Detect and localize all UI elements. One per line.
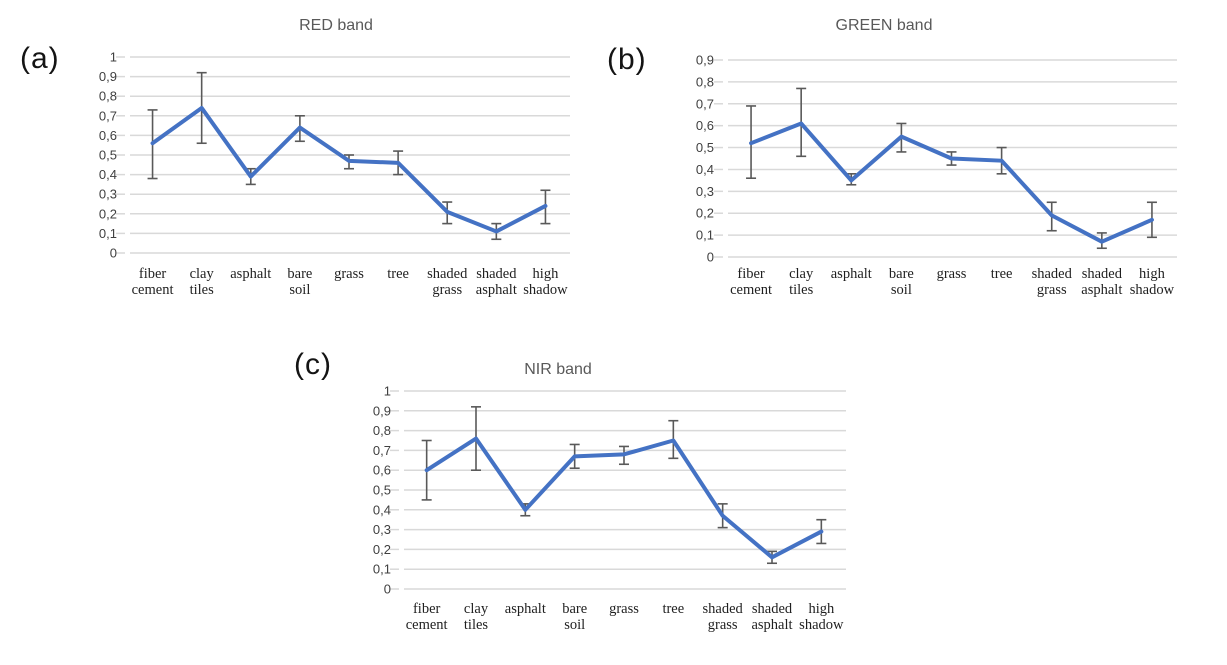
category-label: fiber	[413, 601, 441, 617]
category-label: soil	[564, 617, 585, 633]
y-tick-label: 0,9	[696, 53, 714, 68]
category-label: clay	[789, 266, 814, 282]
chart-title-nir-band: NIR band	[524, 361, 592, 378]
category-label: shaded	[476, 266, 517, 282]
category-label: grass	[609, 601, 639, 617]
y-tick-label: 0,4	[696, 162, 714, 177]
category-label: shadow	[523, 282, 568, 298]
category-label: cement	[406, 617, 448, 633]
category-label: cement	[730, 282, 772, 298]
category-label: grass	[334, 266, 364, 282]
y-tick-label: 0,1	[373, 562, 391, 577]
y-tick-label: 0	[110, 246, 117, 261]
category-label: clay	[464, 601, 489, 617]
y-tick-label: 0,8	[696, 74, 714, 89]
y-tick-label: 0,1	[99, 226, 117, 241]
y-tick-label: 0,1	[696, 228, 714, 243]
y-tick-label: 0,9	[373, 403, 391, 418]
panel-label-c: (c)	[294, 348, 332, 381]
y-tick-label: 1	[384, 384, 391, 399]
category-label: tiles	[464, 617, 489, 633]
category-label: high	[808, 601, 835, 617]
y-tick-label: 1	[110, 50, 117, 65]
y-tick-label: 0,7	[99, 108, 117, 123]
category-label: shaded	[1082, 266, 1123, 282]
y-tick-label: 0,2	[373, 542, 391, 557]
category-label: grass	[708, 617, 738, 633]
data-line	[150, 105, 548, 234]
chart-red-band: 1 0,9 0,8 0,7 0,6 0,5 0,4 0,3 0,2 0,1 0 fibercement…	[99, 50, 570, 298]
y-tick-label: 0,5	[99, 148, 117, 163]
y-tick-label: 0,2	[696, 206, 714, 221]
y-tick-label: 0,6	[373, 463, 391, 478]
category-label: grass	[1037, 282, 1067, 298]
category-label: grass	[432, 282, 462, 298]
category-label: shaded	[752, 601, 793, 617]
category-label: bare	[562, 601, 587, 617]
y-tick-label: 0,4	[99, 167, 117, 182]
category-label: asphalt	[476, 282, 517, 298]
y-tick-label: 0	[707, 250, 714, 265]
category-label: asphalt	[505, 601, 546, 617]
category-label: tiles	[789, 282, 814, 298]
category-label: shaded	[1032, 266, 1073, 282]
y-tick-label: 0,8	[99, 89, 117, 104]
category-label: soil	[289, 282, 310, 298]
y-tick-label: 0,5	[696, 140, 714, 155]
y-tick-label: 0,4	[373, 502, 391, 517]
data-line	[424, 436, 824, 560]
y-tick-label: 0,3	[696, 184, 714, 199]
category-label: asphalt	[751, 617, 792, 633]
category-label: bare	[287, 266, 312, 282]
y-tick-label: 0,7	[373, 443, 391, 458]
y-tick-label: 0,3	[373, 522, 391, 537]
category-label: asphalt	[831, 266, 872, 282]
category-label: grass	[937, 266, 967, 282]
y-tick-label: 0,6	[99, 128, 117, 143]
category-label: fiber	[737, 266, 765, 282]
category-label: cement	[132, 282, 174, 298]
category-label: asphalt	[1081, 282, 1122, 298]
y-tick-label: 0,9	[99, 69, 117, 84]
category-label: high	[1139, 266, 1166, 282]
y-tick-label: 0,3	[99, 187, 117, 202]
category-label: shadow	[1130, 282, 1175, 298]
category-label: shaded	[703, 601, 744, 617]
data-line	[749, 121, 1154, 244]
category-label: tree	[991, 266, 1013, 282]
y-tick-label: 0,2	[99, 206, 117, 221]
category-label: asphalt	[230, 266, 271, 282]
y-tick-label: 0,7	[696, 96, 714, 111]
category-label: soil	[891, 282, 912, 298]
panel-label-b: (b)	[607, 43, 647, 76]
category-label: tiles	[190, 282, 215, 298]
category-label: tree	[662, 601, 684, 617]
category-label: tree	[387, 266, 409, 282]
y-tick-label: 0,6	[696, 118, 714, 133]
category-label: high	[533, 266, 560, 282]
category-label: clay	[190, 266, 215, 282]
category-label: fiber	[139, 266, 167, 282]
panel-label-a: (a)	[20, 42, 60, 75]
y-tick-label: 0,8	[373, 423, 391, 438]
y-tick-label: 0	[384, 582, 391, 597]
y-tick-label: 0,5	[373, 483, 391, 498]
chart-title-green-band: GREEN band	[835, 17, 933, 34]
chart-nir-band: 1 0,9 0,8 0,7 0,6 0,5 0,4 0,3 0,2 0,1 0 fibercement…	[373, 384, 846, 633]
category-label: bare	[889, 266, 914, 282]
category-label: shadow	[799, 617, 844, 633]
category-label: shaded	[427, 266, 468, 282]
chart-title-red-band: RED band	[299, 17, 373, 34]
